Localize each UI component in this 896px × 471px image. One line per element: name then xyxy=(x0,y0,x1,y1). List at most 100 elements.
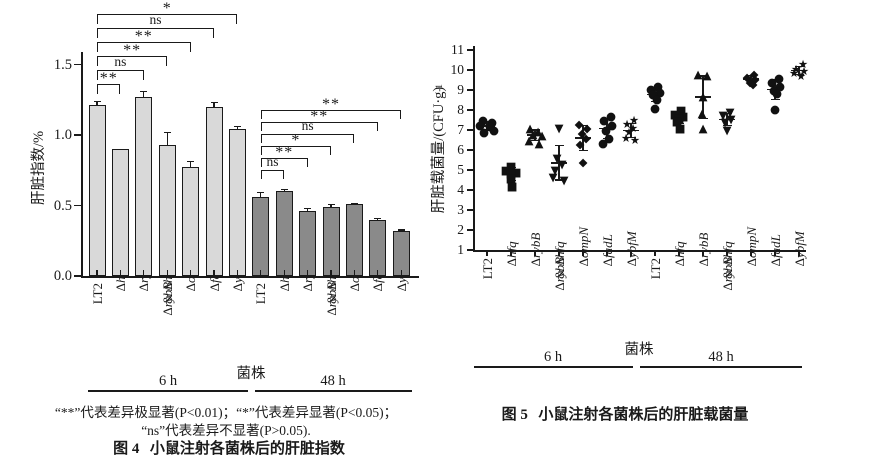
fig4-y-tick xyxy=(74,204,81,207)
bar-error-cap xyxy=(327,204,335,206)
error-cap xyxy=(482,121,492,123)
scatter-point: ◆ xyxy=(745,74,755,89)
scatter-point: ★ xyxy=(628,112,640,127)
bar-error-line xyxy=(213,102,215,108)
bar xyxy=(111,149,129,276)
scatter-point: ▲ xyxy=(525,120,535,135)
fig4-caption: 图 4 小鼠注射各菌株后的肝脏指数 xyxy=(4,440,454,459)
scatter-point: ● xyxy=(647,86,659,101)
bar-error-cap xyxy=(374,217,382,219)
bar xyxy=(135,96,153,276)
scatter-point: ● xyxy=(484,118,496,133)
fig5-y-tick-label: 8 xyxy=(457,102,464,117)
bar-error-cap xyxy=(257,192,265,194)
mean-line xyxy=(767,88,783,91)
scatter-point: ■ xyxy=(675,102,687,117)
bar-error-line xyxy=(330,204,332,208)
error-cap xyxy=(554,144,564,147)
bar xyxy=(322,206,340,276)
scatter-point: ● xyxy=(645,81,657,96)
error-cap xyxy=(578,125,588,127)
fig5-x-tick xyxy=(750,251,752,256)
scatter-point: ● xyxy=(605,108,617,123)
scatter-point: ★ xyxy=(629,132,641,147)
scatter-point: ● xyxy=(769,101,781,116)
scatter-point: ● xyxy=(597,135,609,150)
scatter-point: ▲ xyxy=(533,123,543,138)
fig5-y-tick-label: 11 xyxy=(451,42,464,57)
mean-line xyxy=(695,96,711,98)
fig5-y-tick xyxy=(466,49,474,51)
scatter-point: ★ xyxy=(797,56,809,71)
scatter-point: ★ xyxy=(623,124,635,139)
bar-error-cap xyxy=(140,90,148,92)
error-cap xyxy=(554,179,564,181)
scatter-point: ◆ xyxy=(748,76,758,91)
scatter-point: ▼ xyxy=(548,169,558,184)
bar-error-line xyxy=(260,192,262,199)
mean-line xyxy=(599,127,615,130)
scatter-point: ◆ xyxy=(749,66,759,81)
scatter-point: ● xyxy=(486,114,498,129)
bar xyxy=(369,219,387,276)
bar-error-line xyxy=(236,126,238,131)
fig4-x-tick xyxy=(119,270,121,276)
strain-label: LT2 xyxy=(89,283,105,305)
sig-label: ** xyxy=(99,70,118,87)
fig5-y-tick xyxy=(466,209,474,211)
fig5-x-tick xyxy=(582,251,584,256)
strain-label: LT2 xyxy=(253,283,269,305)
fig5-caption-title: 小鼠注射各菌株后的肝脏载菌量 xyxy=(538,407,749,423)
bar-error-line xyxy=(96,101,98,107)
fig5-y-tick xyxy=(466,229,474,231)
fig4-x-tick xyxy=(213,270,215,276)
strain-label: LT2 xyxy=(647,258,663,280)
bar-error-cap xyxy=(163,131,171,133)
error-cap xyxy=(602,137,612,139)
fig4-x-tick xyxy=(190,270,192,276)
scatter-point: ◆ xyxy=(578,154,588,169)
fig4-y-tick xyxy=(74,275,81,277)
scatter-point: ● xyxy=(651,91,663,106)
sig-bracket xyxy=(97,14,238,24)
bar xyxy=(88,105,106,276)
sig-label: ** xyxy=(134,28,153,45)
bar-error-line xyxy=(190,161,192,169)
scatter-point: ▲ xyxy=(524,132,534,147)
fig4-x-tick xyxy=(330,270,332,276)
scatter-point: ● xyxy=(774,78,786,93)
bar-error-line xyxy=(353,203,355,206)
scatter-point: ■ xyxy=(506,178,518,193)
error-cap xyxy=(506,179,516,182)
scatter-point: ● xyxy=(474,117,486,132)
fig5-x-axis-label: 菌株 xyxy=(624,342,654,358)
mean-line xyxy=(743,78,759,80)
sig-label: ns xyxy=(266,154,279,169)
sig-label: * xyxy=(291,132,301,149)
bar xyxy=(228,129,246,276)
fig4-x-tick xyxy=(307,270,309,276)
scatter-point: ■ xyxy=(671,113,683,128)
scatter-point: ● xyxy=(771,85,783,100)
scatter-point: ◆ xyxy=(574,116,584,131)
mean-line xyxy=(551,162,567,164)
bar-error-line xyxy=(143,91,145,98)
bar xyxy=(275,191,293,276)
error-cap xyxy=(482,129,492,131)
bar-error-cap xyxy=(233,125,241,128)
fig5-y-tick-label: 2 xyxy=(457,222,464,237)
scatter-point: ● xyxy=(606,117,618,132)
